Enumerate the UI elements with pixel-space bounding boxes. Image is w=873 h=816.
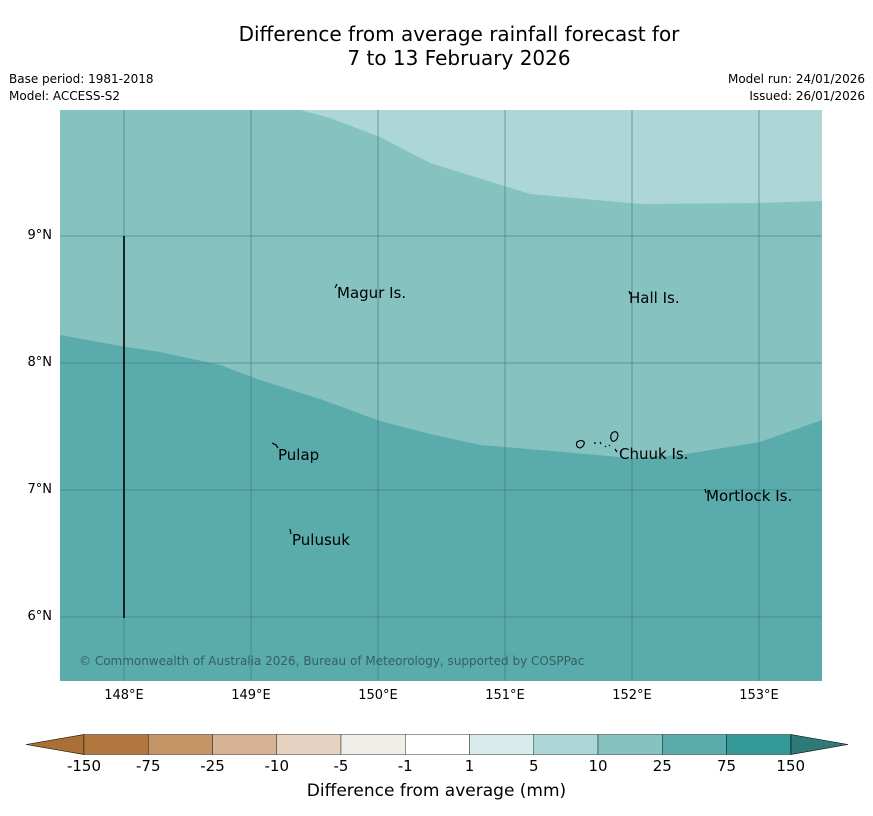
meta-right: Model run: 24/01/2026 Issued: 26/01/2026 [728, 71, 865, 105]
island-hall [628, 290, 631, 295]
colorbar-cell [726, 734, 791, 755]
colorbar-tick-label: -5 [333, 757, 349, 775]
lat-label-8n: 8°N [27, 355, 53, 370]
place-chuuk: Chuuk Is. [619, 445, 689, 463]
colorbar-tick-label: 5 [528, 757, 539, 775]
place-hall: Hall Is. [629, 289, 680, 307]
colorbar-extend-high [790, 734, 849, 755]
place-pulap: Pulap [278, 446, 320, 464]
colorbar-cell [212, 734, 277, 755]
colorbar-cell [405, 734, 470, 755]
colorbar-cell [597, 734, 663, 755]
issued-date: Issued: 26/01/2026 [749, 89, 865, 103]
copyright-notice: © Commonwealth of Australia 2026, Bureau… [79, 654, 585, 668]
colorbar-tick-label: -150 [66, 757, 102, 775]
lon-label-152e: 152°E [612, 688, 652, 703]
colorbar-cell [276, 734, 342, 755]
model-name: Model: ACCESS-S2 [9, 89, 121, 103]
gridlines [60, 110, 822, 681]
rainfall-map [60, 110, 822, 681]
lat-label-9n: 9°N [27, 228, 53, 243]
colorbar-tick-label: 25 [652, 757, 672, 775]
base-period: Base period: 1981-2018 [9, 72, 154, 86]
colorbar-ticks: -150 -75 -25 -10 -5 -1 1 5 10 25 75 150 [0, 757, 873, 777]
colorbar-tick-label: 10 [588, 757, 608, 775]
colorbar-cell [340, 734, 406, 755]
colorbar-cell [662, 734, 727, 755]
island-chuuk-1 [575, 440, 585, 449]
colorbar-tick-label: -1 [397, 757, 413, 775]
colorbar-tick-label: 150 [776, 757, 806, 775]
title-line-2: 7 to 13 February 2026 [347, 46, 571, 70]
region-5-10 [300, 110, 822, 204]
lat-label-6n: 6°N [27, 609, 53, 624]
lon-label-151e: 151°E [485, 688, 525, 703]
island-shapes [271, 283, 707, 535]
colorbar-svg [25, 734, 849, 755]
place-pulusuk: Pulusuk [292, 531, 350, 549]
colorbar-cell [148, 734, 213, 755]
colorbar-cells [83, 734, 791, 755]
colorbar-cell [469, 734, 534, 755]
colorbar-extend-low [25, 734, 85, 755]
island-chuuk-2 [610, 431, 619, 442]
island-pulap [271, 442, 279, 449]
colorbar-cell [83, 734, 149, 755]
colorbar-tick-label: 1 [464, 757, 475, 775]
place-mortlock: Mortlock Is. [706, 487, 793, 505]
lon-label-150e: 150°E [358, 688, 398, 703]
place-magur: Magur Is. [337, 284, 407, 302]
island-mortlock [704, 488, 707, 494]
meta-left: Base period: 1981-2018 Model: ACCESS-S2 [9, 71, 154, 105]
colorbar-tick-label: -25 [200, 757, 225, 775]
colorbar-label: Difference from average (mm) [306, 781, 567, 801]
lat-label-7n: 7°N [27, 482, 53, 497]
lon-label-153e: 153°E [739, 688, 779, 703]
lon-label-148e: 148°E [104, 688, 144, 703]
colorbar-tick-label: -75 [136, 757, 161, 775]
colorbar-tick-label: 75 [716, 757, 737, 775]
title-line-1: Difference from average rainfall forecas… [238, 22, 680, 46]
map-svg [60, 110, 822, 681]
model-run: Model run: 24/01/2026 [727, 72, 865, 86]
lon-label-149e: 149°E [231, 688, 271, 703]
colorbar-tick-label: -10 [264, 757, 290, 775]
island-chuuk-reef [594, 441, 611, 448]
colorbar [25, 734, 850, 760]
island-chuuk-3 [614, 448, 618, 453]
island-magur [334, 283, 338, 289]
chart-title: Difference from average rainfall forecas… [0, 22, 873, 70]
island-pulusuk [289, 528, 292, 535]
colorbar-cell [533, 734, 599, 755]
